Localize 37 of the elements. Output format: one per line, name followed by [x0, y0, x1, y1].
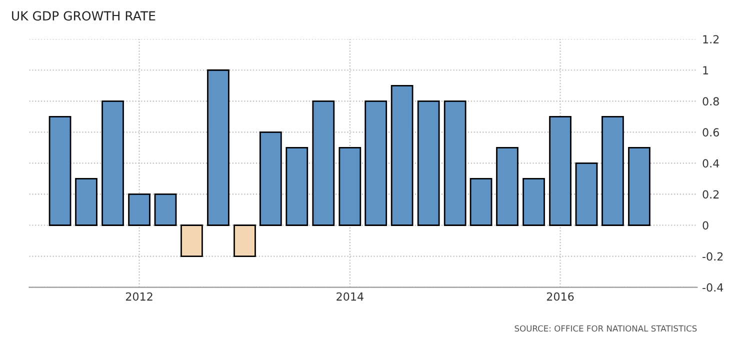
bar [259, 131, 282, 226]
y-tick-label: 0.4 [702, 159, 720, 168]
bar [602, 116, 624, 226]
x-tick-label: 2016 [546, 292, 574, 301]
chart-title: UK GDP GROWTH RATE [12, 11, 156, 21]
y-tick-label: 0.8 [702, 97, 719, 106]
y-tick-label: -0.2 [702, 252, 723, 261]
bar [180, 224, 203, 257]
bar [128, 194, 150, 226]
y-tick-label: 1.2 [703, 35, 719, 44]
bar [312, 100, 335, 226]
bar [286, 146, 308, 226]
bar [417, 100, 440, 226]
bar [75, 178, 98, 226]
bar [338, 146, 362, 226]
y-tick-label: -0.4 [702, 283, 724, 292]
bar [444, 100, 466, 226]
bar [102, 100, 124, 226]
bar [48, 116, 72, 226]
x-tick-label: 2012 [126, 292, 152, 301]
bar [390, 84, 414, 226]
bar [470, 178, 492, 226]
bar [364, 100, 388, 226]
x-tick-label: 2014 [336, 292, 364, 301]
bar [628, 146, 650, 226]
y-tick-label: 0.6 [702, 128, 719, 137]
y-tick-label: 1 [703, 66, 708, 74]
bar [496, 146, 518, 226]
y-tick-label: 0 [702, 221, 708, 230]
y-tick-label: 0.2 [702, 190, 719, 199]
bar [207, 69, 230, 226]
source-note: SOURCE: OFFICE FOR NATIONAL STATISTICS [514, 325, 697, 332]
bar [549, 116, 572, 226]
bar [575, 162, 598, 226]
bar [522, 178, 545, 226]
bar [234, 224, 256, 257]
bar [154, 194, 177, 226]
